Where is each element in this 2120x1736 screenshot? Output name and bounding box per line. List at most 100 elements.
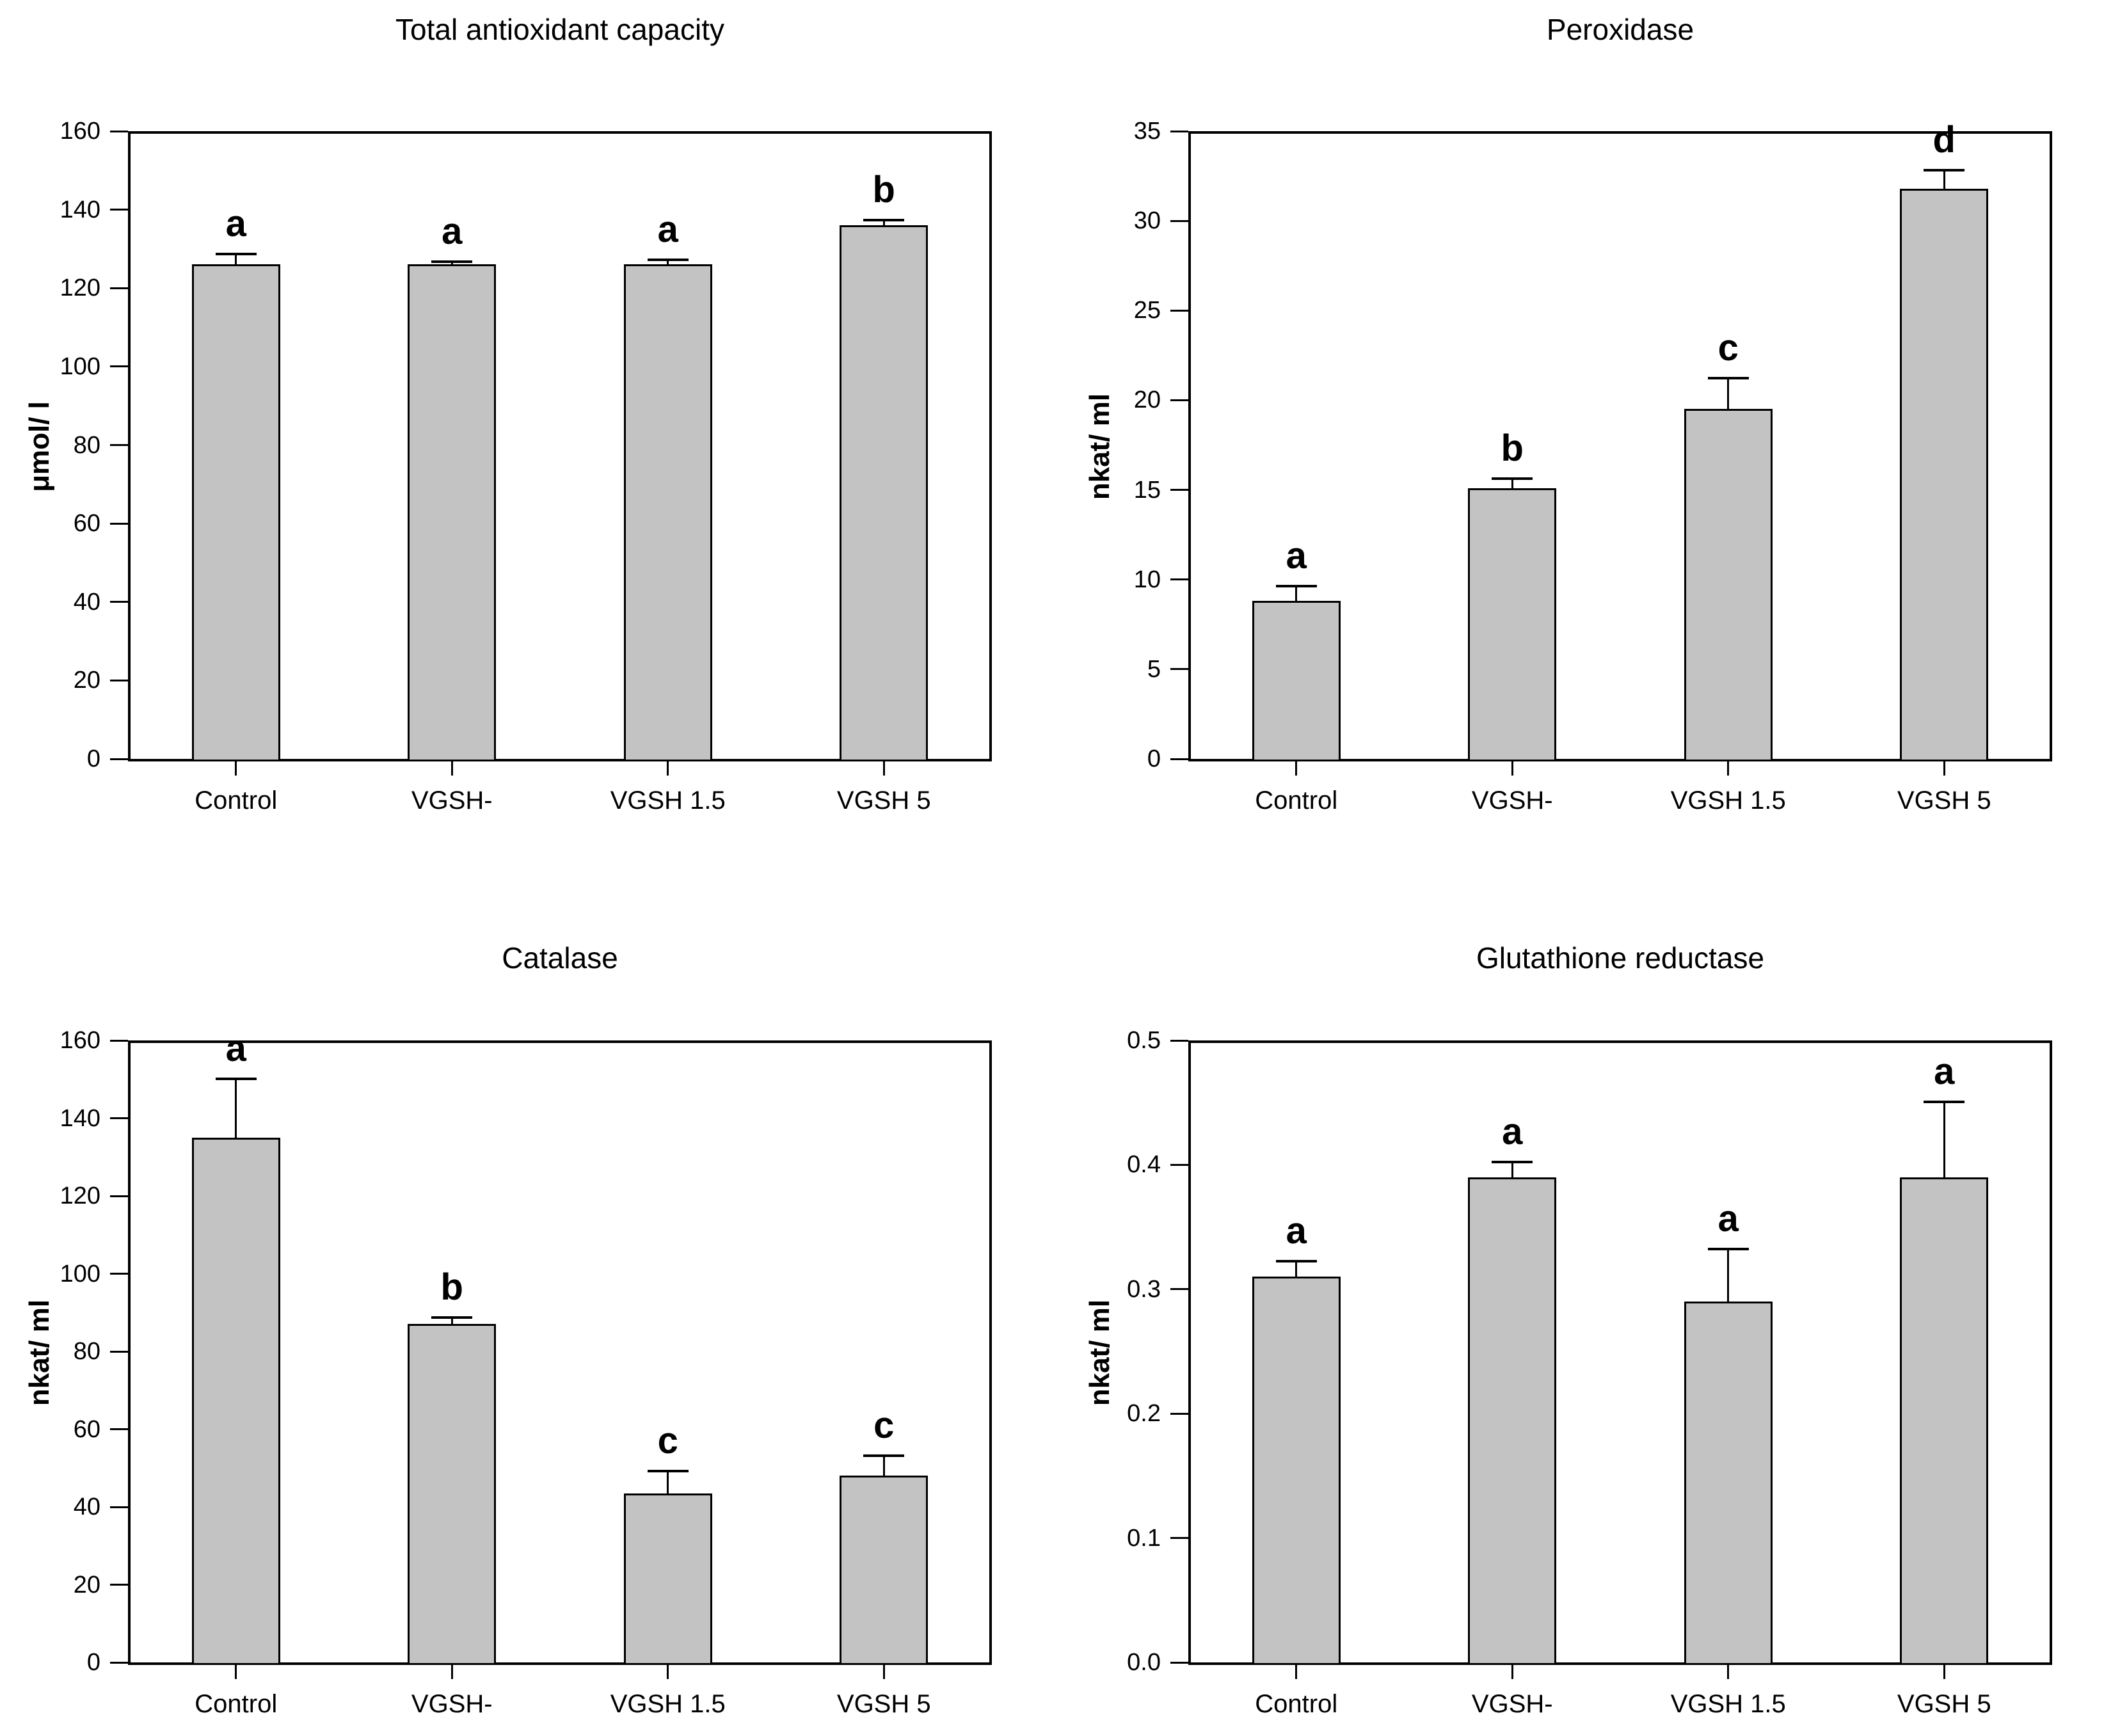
x-axis-tick xyxy=(1727,761,1730,776)
y-axis-tick xyxy=(1170,399,1188,401)
chart-title: Peroxidase xyxy=(1546,13,1694,46)
x-axis-tick xyxy=(882,761,885,776)
x-tick-label: VGSH 1.5 xyxy=(610,1690,726,1718)
y-tick-label: 0 xyxy=(1147,745,1161,772)
y-axis-tick xyxy=(1170,1163,1188,1166)
y-axis-tick xyxy=(110,209,128,211)
error-bar-cap xyxy=(1492,477,1533,480)
y-tick-label: 120 xyxy=(60,1183,100,1209)
error-bar-cap xyxy=(215,253,257,256)
x-tick-label: VGSH 5 xyxy=(1897,1690,1991,1718)
bar-vgsh-5 xyxy=(840,1476,928,1665)
x-tick-label: VGSH- xyxy=(411,786,493,815)
y-axis-tick xyxy=(1170,489,1188,491)
y-tick-label: 10 xyxy=(1133,566,1161,593)
y-axis-tick xyxy=(1170,668,1188,671)
panel-catalase: Catalase nkat/ ml 0 20 40 60 80 100 120 140 160 a Co… xyxy=(0,868,1060,1736)
y-axis-tick xyxy=(110,679,128,681)
x-tick-label: VGSH 5 xyxy=(836,786,931,815)
y-tick-label: 20 xyxy=(1133,386,1161,414)
error-bar-cap xyxy=(1492,1160,1533,1163)
y-tick-label: 0.5 xyxy=(1127,1027,1161,1054)
bar-vgsh-5 xyxy=(1900,188,1989,761)
bar-control xyxy=(1252,601,1341,761)
y-axis-tick xyxy=(110,1661,128,1664)
x-tick-label: VGSH 1.5 xyxy=(1670,1690,1786,1718)
significance-letter: c xyxy=(873,1405,895,1447)
y-tick-label: 0.2 xyxy=(1127,1400,1161,1428)
x-axis-tick xyxy=(1943,761,1945,776)
y-tick-label: 0.1 xyxy=(1127,1524,1161,1552)
significance-letter: b xyxy=(872,168,895,211)
y-tick-label: 20 xyxy=(73,667,100,694)
y-axis-tick xyxy=(110,444,128,446)
chart-title: Catalase xyxy=(502,941,618,975)
bar-vgsh-1.5 xyxy=(1684,409,1773,761)
y-axis-tick xyxy=(110,1273,128,1275)
y-tick-label: 0 xyxy=(86,1649,100,1676)
panel-glutathione-reductase: Glutathione reductase nkat/ ml 0.0 0.1 0.2 0.… xyxy=(1060,868,2120,1736)
significance-letter: a xyxy=(225,203,246,245)
y-tick-label: 120 xyxy=(60,275,100,302)
error-bar xyxy=(450,262,453,265)
significance-letter: b xyxy=(1501,427,1524,469)
significance-letter: a xyxy=(225,1027,246,1069)
y-tick-label: 5 xyxy=(1147,655,1161,683)
x-tick-label: VGSH- xyxy=(1471,786,1553,815)
y-tick-label: 100 xyxy=(60,353,100,380)
y-axis-tick xyxy=(1170,1412,1188,1415)
error-bar-cap xyxy=(431,260,473,264)
bar-vgsh-1.5 xyxy=(623,1493,712,1665)
y-axis-tick xyxy=(1170,758,1188,760)
x-tick-label: Control xyxy=(1255,786,1338,815)
error-bar-cap xyxy=(647,259,689,262)
y-tick-label: 80 xyxy=(73,1338,100,1365)
error-bar xyxy=(1295,586,1298,601)
significance-letter: a xyxy=(1286,1210,1307,1252)
y-tick-label: 20 xyxy=(73,1571,100,1598)
chart-title: Total antioxidant capacity xyxy=(395,13,724,46)
y-axis-tick xyxy=(110,1428,128,1430)
x-axis-tick xyxy=(450,761,453,776)
y-axis-tick xyxy=(110,130,128,132)
y-axis-tick xyxy=(110,758,128,760)
y-axis-tick xyxy=(110,1195,128,1197)
significance-letter: b xyxy=(440,1266,463,1309)
x-axis-tick xyxy=(1511,761,1513,776)
significance-letter: a xyxy=(657,209,678,251)
y-axis-tick xyxy=(1170,130,1188,132)
y-tick-label: 15 xyxy=(1133,476,1161,504)
error-bar-cap xyxy=(1707,376,1749,379)
bar-vgsh-5 xyxy=(1900,1177,1989,1665)
y-tick-label: 100 xyxy=(60,1260,100,1287)
x-axis-tick xyxy=(882,1665,885,1679)
error-bar xyxy=(882,1456,885,1476)
x-tick-label: VGSH- xyxy=(1471,1690,1553,1718)
x-axis-tick xyxy=(667,761,669,776)
x-axis-tick xyxy=(1511,1665,1513,1679)
bar-vgsh- xyxy=(1468,1177,1557,1665)
y-axis-label: nkat/ ml xyxy=(1084,1299,1115,1406)
error-bar-cap xyxy=(1275,1260,1317,1263)
x-tick-label: VGSH 5 xyxy=(1897,786,1991,815)
y-tick-label: 0 xyxy=(86,745,100,772)
y-axis-tick xyxy=(110,1506,128,1508)
x-axis-tick xyxy=(1295,761,1298,776)
error-bar xyxy=(450,1318,453,1325)
x-axis-tick xyxy=(235,761,237,776)
significance-letter: a xyxy=(1286,534,1307,577)
error-bar xyxy=(1511,1162,1513,1177)
y-tick-label: 0.0 xyxy=(1127,1649,1161,1676)
error-bar xyxy=(1511,479,1513,488)
x-axis-tick xyxy=(450,1665,453,1679)
x-tick-label: Control xyxy=(195,1690,278,1718)
error-bar-cap xyxy=(1924,168,1965,171)
y-tick-label: 80 xyxy=(73,431,100,459)
error-bar xyxy=(235,1079,237,1138)
error-bar xyxy=(667,1472,669,1493)
x-tick-label: Control xyxy=(1255,1690,1338,1718)
y-tick-label: 40 xyxy=(73,588,100,616)
y-tick-label: 140 xyxy=(60,196,100,223)
bar-vgsh-5 xyxy=(840,225,928,761)
x-axis-tick xyxy=(1727,1665,1730,1679)
